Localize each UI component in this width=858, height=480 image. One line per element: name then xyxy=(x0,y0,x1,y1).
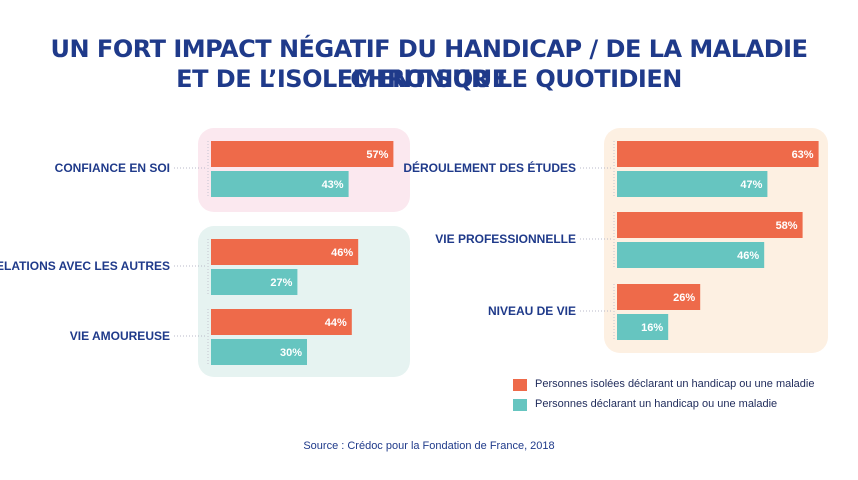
bar-all xyxy=(617,171,768,197)
legend-label-all: Personnes déclarant un handicap ou une m… xyxy=(535,398,778,410)
category-label: VIE PROFESSIONNELLE xyxy=(435,232,576,246)
data-label: 16% xyxy=(641,322,663,334)
data-label: 47% xyxy=(740,179,762,191)
bar-all xyxy=(211,339,307,365)
data-label: 44% xyxy=(325,317,347,329)
data-label: 43% xyxy=(322,179,344,191)
category-label: NIVEAU DE VIE xyxy=(488,304,576,318)
data-label: 27% xyxy=(270,277,292,289)
category-label: RELATIONS AVEC LES AUTRES xyxy=(0,259,170,273)
category-label: CONFIANCE EN SOI xyxy=(55,161,170,175)
data-label: 26% xyxy=(673,292,695,304)
data-label: 46% xyxy=(331,247,353,259)
legend-swatch-isolated xyxy=(513,379,527,391)
bar-all xyxy=(211,269,298,295)
legend-label-isolated: Personnes isolées déclarant un handicap … xyxy=(535,378,815,390)
bar-isolated xyxy=(211,141,394,167)
bar-all xyxy=(617,242,765,268)
bar-isolated xyxy=(617,141,819,167)
chart-title-line-1: UN FORT IMPACT NÉGATIF DU HANDICAP / DE … xyxy=(50,35,809,93)
data-label: 46% xyxy=(737,250,759,262)
data-label: 57% xyxy=(366,149,388,161)
legend-swatch-all xyxy=(513,399,527,411)
source-note: Source : Crédoc pour la Fondation de Fra… xyxy=(303,440,555,452)
data-label: 63% xyxy=(792,149,814,161)
bar-isolated xyxy=(211,309,352,335)
bar-isolated xyxy=(617,284,701,310)
chart-title-line-2: ET DE L’ISOLEMENT SUR LE QUOTIDIEN xyxy=(176,65,682,93)
bar-isolated xyxy=(211,239,359,265)
data-label: 30% xyxy=(280,347,302,359)
bar-all xyxy=(617,314,669,340)
group-background-0-0 xyxy=(198,128,410,212)
data-label: 58% xyxy=(776,220,798,232)
category-label: DÉROULEMENT DES ÉTUDES xyxy=(403,160,576,175)
bar-isolated xyxy=(617,212,803,238)
category-label: VIE AMOUREUSE xyxy=(70,329,170,343)
bar-all xyxy=(211,171,349,197)
